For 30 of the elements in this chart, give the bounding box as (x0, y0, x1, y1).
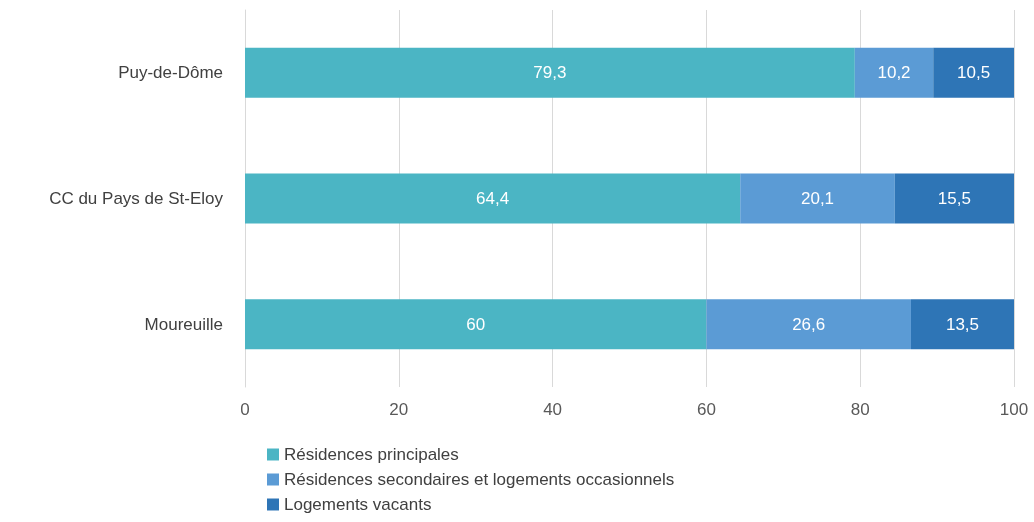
bar (245, 299, 707, 350)
data-label: 26,6 (792, 314, 826, 334)
y-tick-label: Moureuille (144, 314, 223, 334)
data-label: 10,5 (957, 63, 991, 83)
data-label: 64,4 (476, 189, 510, 208)
data-label: 15,5 (937, 189, 971, 208)
x-tick-label: 0 (240, 400, 250, 419)
legend-label: Résidences secondaires et logements occasionnels (284, 470, 675, 489)
data-label: 20,1 (800, 189, 835, 208)
bar (245, 47, 855, 98)
bar (245, 173, 741, 224)
x-tick-label: 20 (389, 400, 409, 419)
x-tick-label: 40 (543, 400, 563, 419)
y-tick-label: CC du Pays de St-Eloy (49, 189, 224, 208)
y-tick-label: Puy-de-Dôme (118, 63, 223, 83)
x-tick-label: 100 (999, 400, 1029, 419)
x-tick-label: 80 (850, 400, 870, 419)
data-label: 60 (466, 314, 486, 334)
x-tick-label: 60 (696, 400, 716, 419)
bar (933, 47, 1014, 98)
bar (706, 299, 911, 350)
data-label: 13,5 (945, 314, 980, 334)
bar (910, 299, 1014, 350)
bar (854, 47, 934, 98)
data-label: 10,2 (877, 63, 911, 83)
legend-label: Résidences principales (284, 445, 459, 464)
bar (740, 173, 895, 224)
legend-label: Logements vacants (284, 495, 432, 514)
bar (894, 173, 1014, 224)
data-label: 79,3 (533, 63, 567, 83)
